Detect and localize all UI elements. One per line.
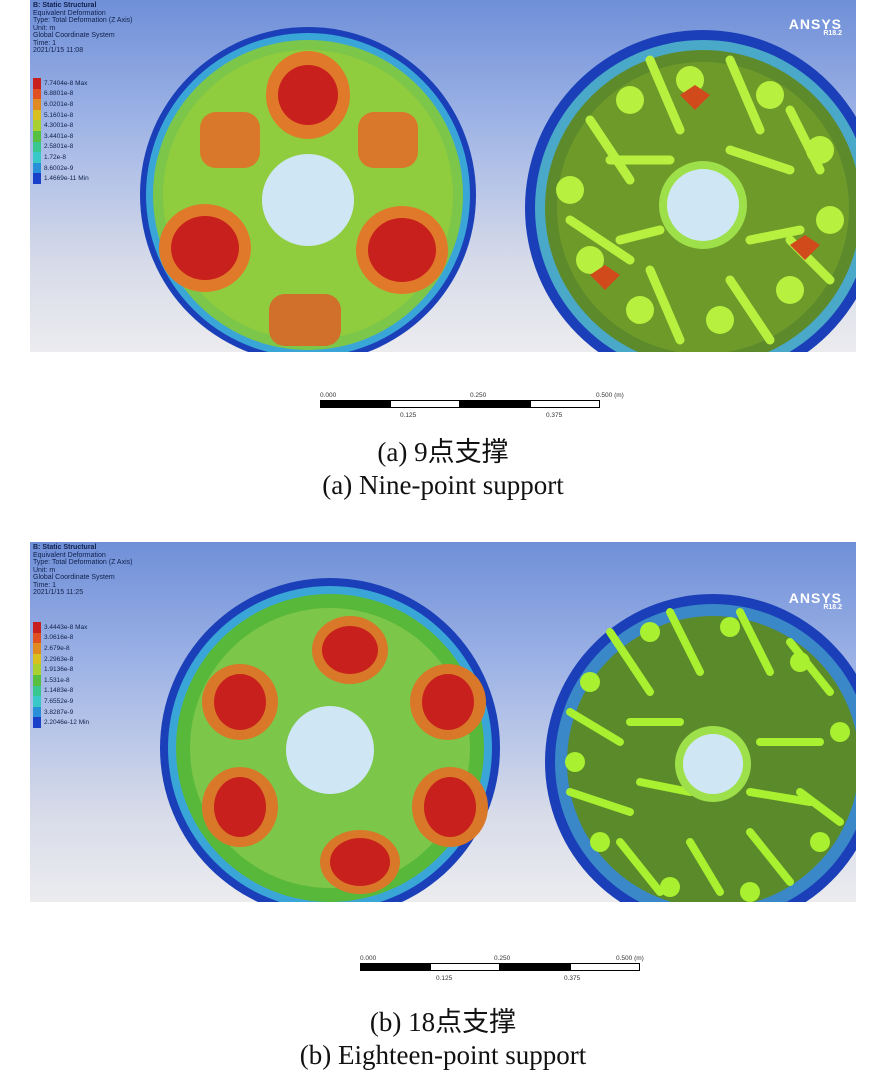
legend-label: 3.8287e-9 [44,708,74,716]
legend-label: 8.6002e-9 [44,164,74,172]
legend-label: 1.1483e-8 [44,687,74,695]
legend-label: 4.3001e-8 [44,122,74,130]
header-line: Unit: m [33,24,56,32]
header-line: Unit: m [33,566,56,574]
pad-group-a [159,51,448,346]
color-legend-a: 7.7404e-8 Max 6.8801e-8 6.0201e-8 5.1601… [33,78,89,184]
header-line: Time: 1 [33,581,57,589]
legend-label: 1.9136e-8 [44,666,74,674]
scale-tick: 0.500 (m) [596,392,624,399]
center-hole-b [286,706,374,794]
pad-group-b [202,616,488,894]
scale-tick: 0.250 [494,955,511,962]
scale-tick: 0.125 [400,412,417,419]
scale-tick: 0.250 [470,392,487,399]
logo-name: ANSYS [788,590,842,606]
color-legend-b: 3.4443e-8 Max 3.0616e-8 2.679e-8 2.2963e… [33,622,89,728]
scale-bar-b: 0.000 0.250 0.500 (m) 0.125 0.375 [360,955,680,989]
legend-label: 3.4443e-8 Max [44,623,88,631]
ribs-a [565,55,835,345]
mirror-model-b [160,578,856,902]
header-line: Global Coordinate System [33,32,115,39]
cups-b [565,617,850,902]
scale-tick: 0.500 (m) [616,955,644,962]
legend-label: 1.531e-8 [44,676,70,684]
result-header-b: B: Static Structural Equivalent Deformat… [33,544,132,597]
header-line: Equivalent Deformation [33,9,106,17]
header-line: Type: Total Deformation (Z Axis) [33,559,133,566]
legend-label: 6.8801e-8 [44,90,74,98]
legend-label: 2.5801e-8 [44,143,74,151]
scale-tick: 0.125 [436,975,453,982]
header-line: 2021/1/15 11:08 [33,47,84,54]
legend-label: 7.7404e-8 Max [44,79,88,87]
header-line: B: Static Structural [33,2,97,9]
center-hole-back-a [667,169,739,241]
caption-a-chinese: (a) 9点支撑 [377,437,509,467]
logo-version: R18.2 [823,30,842,37]
logo-name: ANSYS [788,16,842,32]
scale-tick: 0.375 [564,975,581,982]
viewport-b[interactable]: B: Static Structural Equivalent Deformat… [30,542,856,902]
legend-label: 1.72e-8 [44,153,67,161]
legend-label: 3.0616e-8 [44,634,74,642]
header-line: Global Coordinate System [33,574,115,581]
header-line: Equivalent Deformation [33,551,106,559]
scale-bar-a: 0.000 0.250 0.500 (m) 0.125 0.375 [320,392,640,426]
center-hole-back-b [683,734,743,794]
legend-label: 2.679e-8 [44,644,70,652]
legend-label: 1.4669e-11 Min [44,175,89,183]
scale-tick: 0.375 [546,412,563,419]
legend-label: 2.2963e-8 [44,655,74,663]
legend-label: 3.4401e-8 [44,132,74,140]
ansys-logo-a: ANSYS R18.2 [789,16,842,37]
legend-label: 7.6552e-9 [44,697,74,705]
caption-b-chinese: (b) 18点支撑 [369,1007,517,1037]
scale-tick: 0.000 [360,955,377,962]
header-line: 2021/1/15 11:25 [33,589,84,596]
center-hole-a [262,154,354,246]
legend-label: 2.2046e-12 Min [44,719,90,727]
ansys-logo-b: ANSYS R18.2 [789,590,842,611]
header-line: Type: Total Deformation (Z Axis) [33,17,133,24]
caption-b-english: (b) Eighteen-point support [299,1040,587,1070]
header-line: B: Static Structural [33,544,97,551]
cups-a [556,66,844,334]
scale-tick: 0.000 [320,392,337,399]
legend-label: 6.0201e-8 [44,100,74,108]
ribs-b [566,608,844,896]
header-line: Time: 1 [33,39,57,47]
logo-version: R18.2 [823,604,842,611]
viewport-a[interactable]: B: Static Structural Equivalent Deformat… [30,0,856,352]
mirror-model-a [140,27,856,352]
result-header-a: B: Static Structural Equivalent Deformat… [33,2,132,55]
caption-a-english: (a) Nine-point support [322,470,564,500]
legend-label: 5.1601e-8 [44,111,74,119]
